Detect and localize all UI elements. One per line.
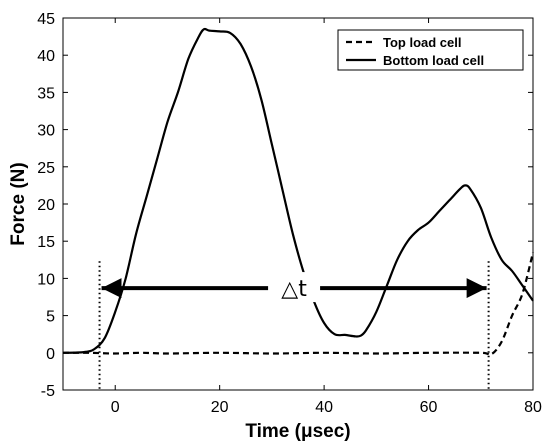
series-lines: [62, 27, 535, 356]
y-tick-label: 20: [37, 197, 55, 214]
y-tick-label: 30: [37, 123, 55, 140]
plot-frame: [62, 17, 534, 391]
y-tick-label: 10: [37, 271, 55, 288]
series-line-bottom-load-cell: [62, 27, 534, 354]
y-axis-ticks: -5 0 5 10 15 20 25 30 35 40 45: [37, 11, 533, 400]
y-tick-label: 15: [37, 234, 55, 251]
plot-area-border: [62, 17, 534, 391]
x-tick-label: 20: [211, 399, 229, 416]
legend-label-top-load-cell: Top load cell: [383, 35, 462, 50]
y-tick-label: 45: [37, 11, 55, 28]
x-tick-label: 60: [420, 399, 438, 416]
legend-box: [337, 29, 524, 71]
legend-label-bottom-load-cell: Bottom load cell: [383, 53, 484, 68]
series-line-top-load-cell: [62, 252, 535, 356]
delta-t-label: △t: [281, 277, 307, 302]
x-tick-label: 0: [111, 399, 120, 416]
y-axis-label: Force (N): [8, 162, 29, 245]
delta-t-label-background: [268, 272, 321, 303]
y-tick-label: 40: [37, 48, 55, 65]
y-tick-label: 5: [46, 309, 55, 326]
legend: Top load cell Bottom load cell: [337, 29, 524, 71]
y-tick-label: 0: [46, 346, 55, 363]
delta-t-annotation: △t: [98, 261, 490, 390]
x-axis-label: Time (μsec): [245, 421, 350, 442]
x-tick-label: 80: [524, 399, 542, 416]
x-tick-label: 40: [315, 399, 333, 416]
y-tick-label: 25: [37, 160, 55, 177]
y-tick-label: -5: [41, 383, 55, 400]
y-tick-label: 35: [37, 85, 55, 102]
x-axis-ticks: 0 20 40 60 80: [111, 18, 542, 416]
